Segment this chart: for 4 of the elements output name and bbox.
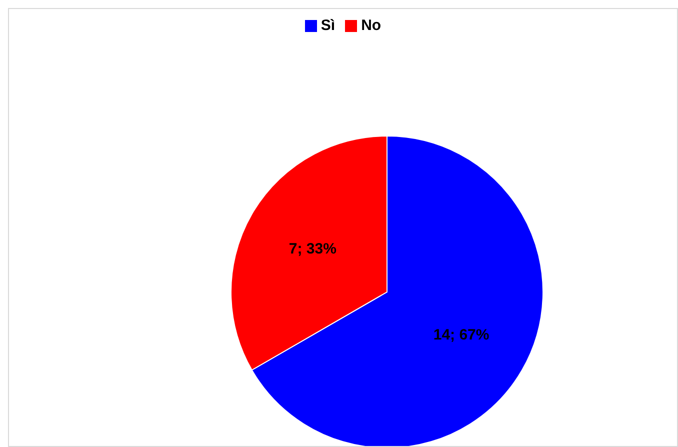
data-label: 14; 67% — [433, 326, 490, 344]
legend-label: Sì — [320, 17, 336, 34]
data-label: 7; 33% — [288, 240, 336, 258]
legend-label: No — [361, 17, 382, 34]
